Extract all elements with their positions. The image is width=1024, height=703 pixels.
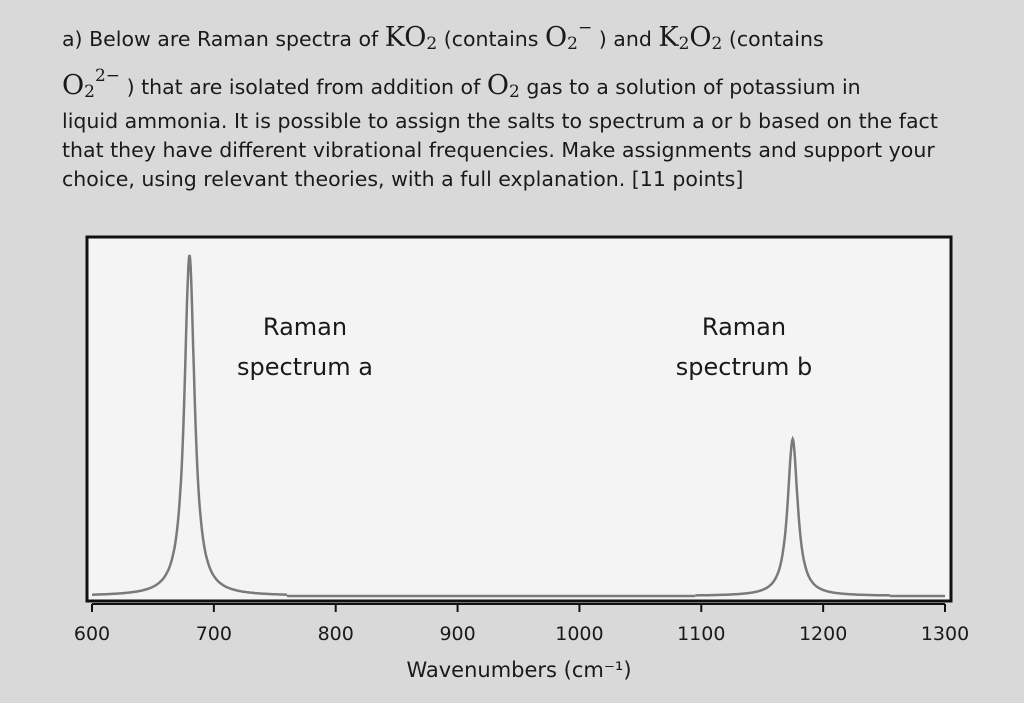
x-axis-label: Wavenumbers (cm⁻¹): [406, 658, 631, 682]
contains-label-1: (contains: [443, 27, 539, 51]
x-tick-label: 600: [74, 623, 110, 645]
question-text: a) Below are Raman spectra of KO2 (conta…: [62, 14, 992, 194]
formula-o2-gas: O2: [486, 70, 520, 102]
spectrum-label-a: Raman: [263, 313, 347, 341]
question-line-4: that they have different vibrational fre…: [62, 138, 935, 162]
spectrum-label-b: spectrum b: [676, 353, 812, 381]
and-label: ) and: [598, 27, 652, 51]
formula-ko2: KO2: [384, 22, 438, 54]
question-line-2: O22− ) that are isolated from addition o…: [62, 62, 992, 107]
spectrum-label-b: Raman: [702, 313, 786, 341]
question-line-5: choice, using relevant theories, with a …: [62, 167, 744, 191]
question-line-1: a) Below are Raman spectra of KO2 (conta…: [62, 14, 992, 59]
x-tick-label: 1300: [921, 623, 969, 645]
formula-superoxide: O2−: [545, 18, 593, 54]
question-prefix: a) Below are Raman spectra of: [62, 27, 379, 51]
formula-peroxide: O22−: [62, 66, 121, 102]
contains-label-2: (contains: [728, 27, 824, 51]
spectrum-peak-b: [695, 435, 891, 597]
x-tick-label: 1200: [799, 623, 847, 645]
x-tick-label: 900: [439, 623, 475, 645]
x-tick-label: 1100: [677, 623, 725, 645]
spectrum-label-a: spectrum a: [237, 353, 373, 381]
x-tick-label: 700: [196, 623, 232, 645]
question-line-2-text: ) that are isolated from addition of: [126, 75, 481, 99]
question-line-2-end: gas to a solution of potassium in: [526, 75, 861, 99]
spectrum-peak-a: [92, 254, 287, 596]
x-tick-label: 1000: [555, 623, 603, 645]
question-line-3: liquid ammonia. It is possible to assign…: [62, 109, 938, 133]
formula-k2o2: K2O2: [658, 22, 723, 54]
plot-area: [85, 235, 953, 603]
x-tick-label: 800: [318, 623, 354, 645]
